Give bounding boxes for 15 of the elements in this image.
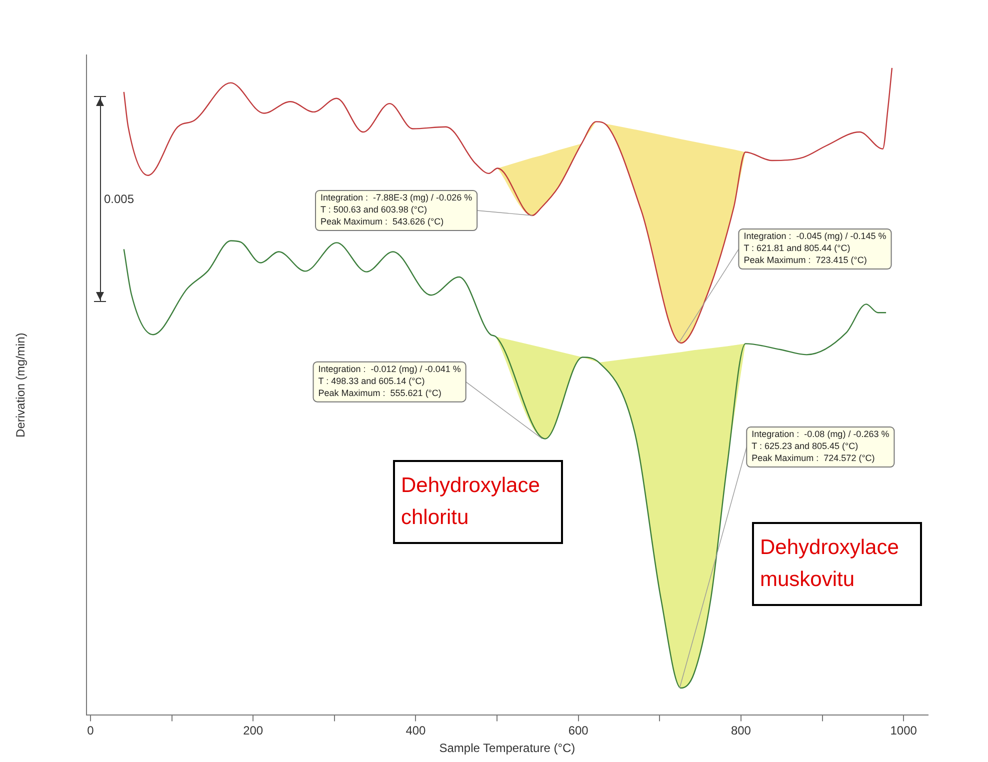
x-axis-title: Sample Temperature (°C) [439,741,576,756]
annotation: Integration : -0.045 (mg) / -0.145 % T : 621.81 and 805.44 (°C) Peak Maximum : 723.415 (°C) [744,231,886,266]
annotation: Integration : -7.88E-3 (mg) / -0.026 % T : 500.63 and 603.98 (°C) Peak Maximum : 543.626 (°C) [320,192,472,227]
x-tick-label: 0 [87,724,94,738]
annotation: 0.005 [104,192,134,206]
annotation: Integration : -0.08 (mg) / -0.263 % T : 625.23 and 805.45 (°C) Peak Maximum : 724.572 (°C) [752,429,890,463]
x-tick-label: 1000 [890,724,918,738]
annotation: Integration : -0.012 (mg) / -0.041 % T : 498.33 and 605.14 (°C) Peak Maximum : 555.621 (°C) [318,364,461,398]
x-tick-label: 600 [568,724,589,738]
annotation: Dehydroxylace muskovitu [752,522,922,606]
x-tick-label: 400 [406,724,426,738]
annotation: Dehydroxylace chloritu [393,460,563,544]
x-tick-label: 800 [730,724,752,738]
x-tick-label: 200 [243,724,264,738]
y-axis-title: Derivation (mg/min) [14,332,28,438]
